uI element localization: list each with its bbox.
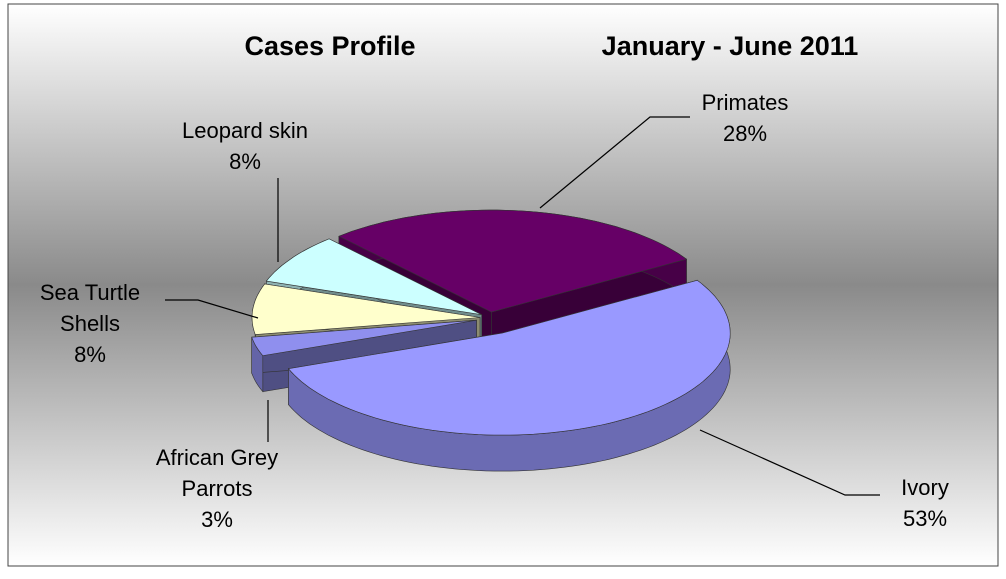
category-label: Ivory bbox=[901, 475, 949, 500]
category-label: Leopard skin bbox=[182, 118, 308, 143]
slice bbox=[265, 238, 482, 315]
category-label: Primates bbox=[702, 90, 789, 115]
value-label: 53% bbox=[903, 506, 947, 531]
leader-line bbox=[539, 116, 690, 209]
slice bbox=[251, 283, 481, 335]
slice bbox=[338, 209, 688, 313]
leader-line bbox=[699, 429, 880, 496]
value-label: 3% bbox=[201, 507, 233, 532]
category-label: Sea Turtle Shells bbox=[40, 280, 140, 336]
value-label: 28% bbox=[723, 121, 767, 146]
value-label: 8% bbox=[74, 342, 106, 367]
pie-slice bbox=[287, 279, 731, 472]
leader-line bbox=[165, 299, 259, 319]
category-label: African Grey Parrots bbox=[156, 445, 278, 501]
slice bbox=[251, 319, 477, 357]
value-label: 8% bbox=[229, 149, 261, 174]
chart-title: Cases Profile bbox=[244, 31, 415, 61]
chart-subtitle: January - June 2011 bbox=[602, 31, 859, 61]
slice bbox=[287, 279, 731, 436]
